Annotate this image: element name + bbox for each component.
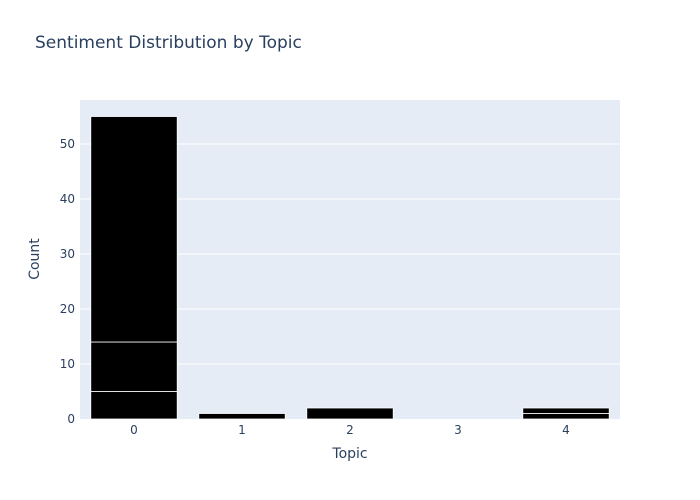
bar-segment — [522, 407, 610, 414]
x-tick-label: 0 — [130, 423, 138, 437]
y-tick-label: 10 — [60, 357, 75, 371]
y-tick-label: 20 — [60, 302, 75, 316]
y-tick-label: 50 — [60, 137, 75, 151]
x-tick-label: 2 — [346, 423, 354, 437]
y-tick-label: 40 — [60, 192, 75, 206]
x-tick-label: 1 — [238, 423, 246, 437]
bars-group — [90, 116, 610, 420]
y-tick-label: 0 — [67, 412, 75, 426]
bar-segment — [90, 391, 178, 420]
bar-segment — [198, 413, 286, 420]
bar-segment — [90, 341, 178, 392]
bar-segment — [90, 116, 178, 343]
y-axis-title: Count — [27, 238, 43, 280]
x-axis-title: Topic — [332, 446, 368, 462]
x-tick-label: 3 — [454, 423, 462, 437]
chart-title: Sentiment Distribution by Topic — [35, 33, 302, 53]
x-tick-labels: 0 1 2 3 4 — [130, 423, 570, 437]
x-tick-label: 4 — [562, 423, 570, 437]
y-tick-labels: 0 10 20 30 40 50 — [60, 137, 75, 426]
bar-segment — [306, 407, 394, 420]
y-tick-label: 30 — [60, 247, 75, 261]
bar-segment — [522, 413, 610, 420]
